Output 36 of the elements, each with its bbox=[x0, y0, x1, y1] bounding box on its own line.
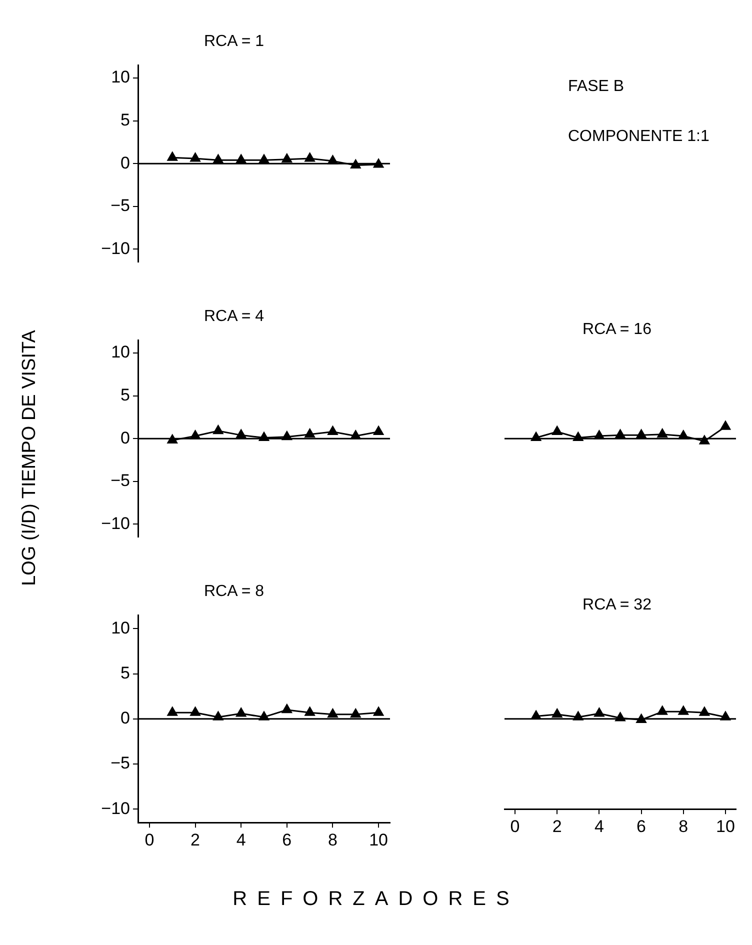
y-tick-label: 10 bbox=[111, 342, 130, 362]
y-tick-label: 10 bbox=[111, 618, 130, 638]
y-tick-label: −10 bbox=[101, 238, 130, 258]
chart-title: RCA = 4 bbox=[204, 308, 264, 326]
y-tick-label: −10 bbox=[101, 514, 130, 533]
x-tick-label: 4 bbox=[236, 830, 246, 850]
text: COMPONENTE 1:1 bbox=[568, 128, 710, 146]
x-tick-label: 8 bbox=[678, 816, 688, 836]
y-tick-label: −5 bbox=[110, 471, 130, 490]
x-tick-label: 4 bbox=[594, 816, 604, 836]
y-tick-label: 0 bbox=[120, 428, 130, 448]
text: FASE B bbox=[568, 78, 624, 96]
y-tick-label: 5 bbox=[120, 664, 130, 682]
y-tick-label: −5 bbox=[110, 196, 130, 216]
y-tick-label: 5 bbox=[120, 386, 130, 405]
y-axis-title: LOG (I/D) TIEMPO DE VISITA bbox=[19, 330, 41, 586]
x-tick-label: 6 bbox=[282, 830, 292, 850]
y-tick-label: −10 bbox=[101, 798, 130, 818]
x-tick-label: 6 bbox=[636, 816, 646, 836]
y-tick-label: 0 bbox=[120, 708, 130, 728]
x-tick-label: 8 bbox=[328, 830, 338, 850]
x-tick-label: 2 bbox=[552, 816, 562, 836]
y-tick-label: 0 bbox=[120, 153, 130, 172]
chart-title: RCA = 16 bbox=[582, 320, 652, 338]
chart-title: RCA = 8 bbox=[204, 583, 264, 600]
x-tick-label: 0 bbox=[144, 830, 154, 850]
chart-title: RCA = 32 bbox=[582, 596, 652, 614]
y-tick-label: 5 bbox=[120, 110, 130, 130]
y-tick-label: −5 bbox=[110, 754, 130, 773]
x-axis-title: REFORZADORES bbox=[232, 888, 520, 911]
x-tick-label: 10 bbox=[716, 816, 735, 836]
x-tick-label: 10 bbox=[369, 830, 388, 850]
x-tick-label: 0 bbox=[510, 816, 520, 836]
x-tick-label: 2 bbox=[190, 830, 200, 850]
y-tick-label: 10 bbox=[111, 68, 130, 87]
chart-title: RCA = 1 bbox=[204, 33, 264, 50]
